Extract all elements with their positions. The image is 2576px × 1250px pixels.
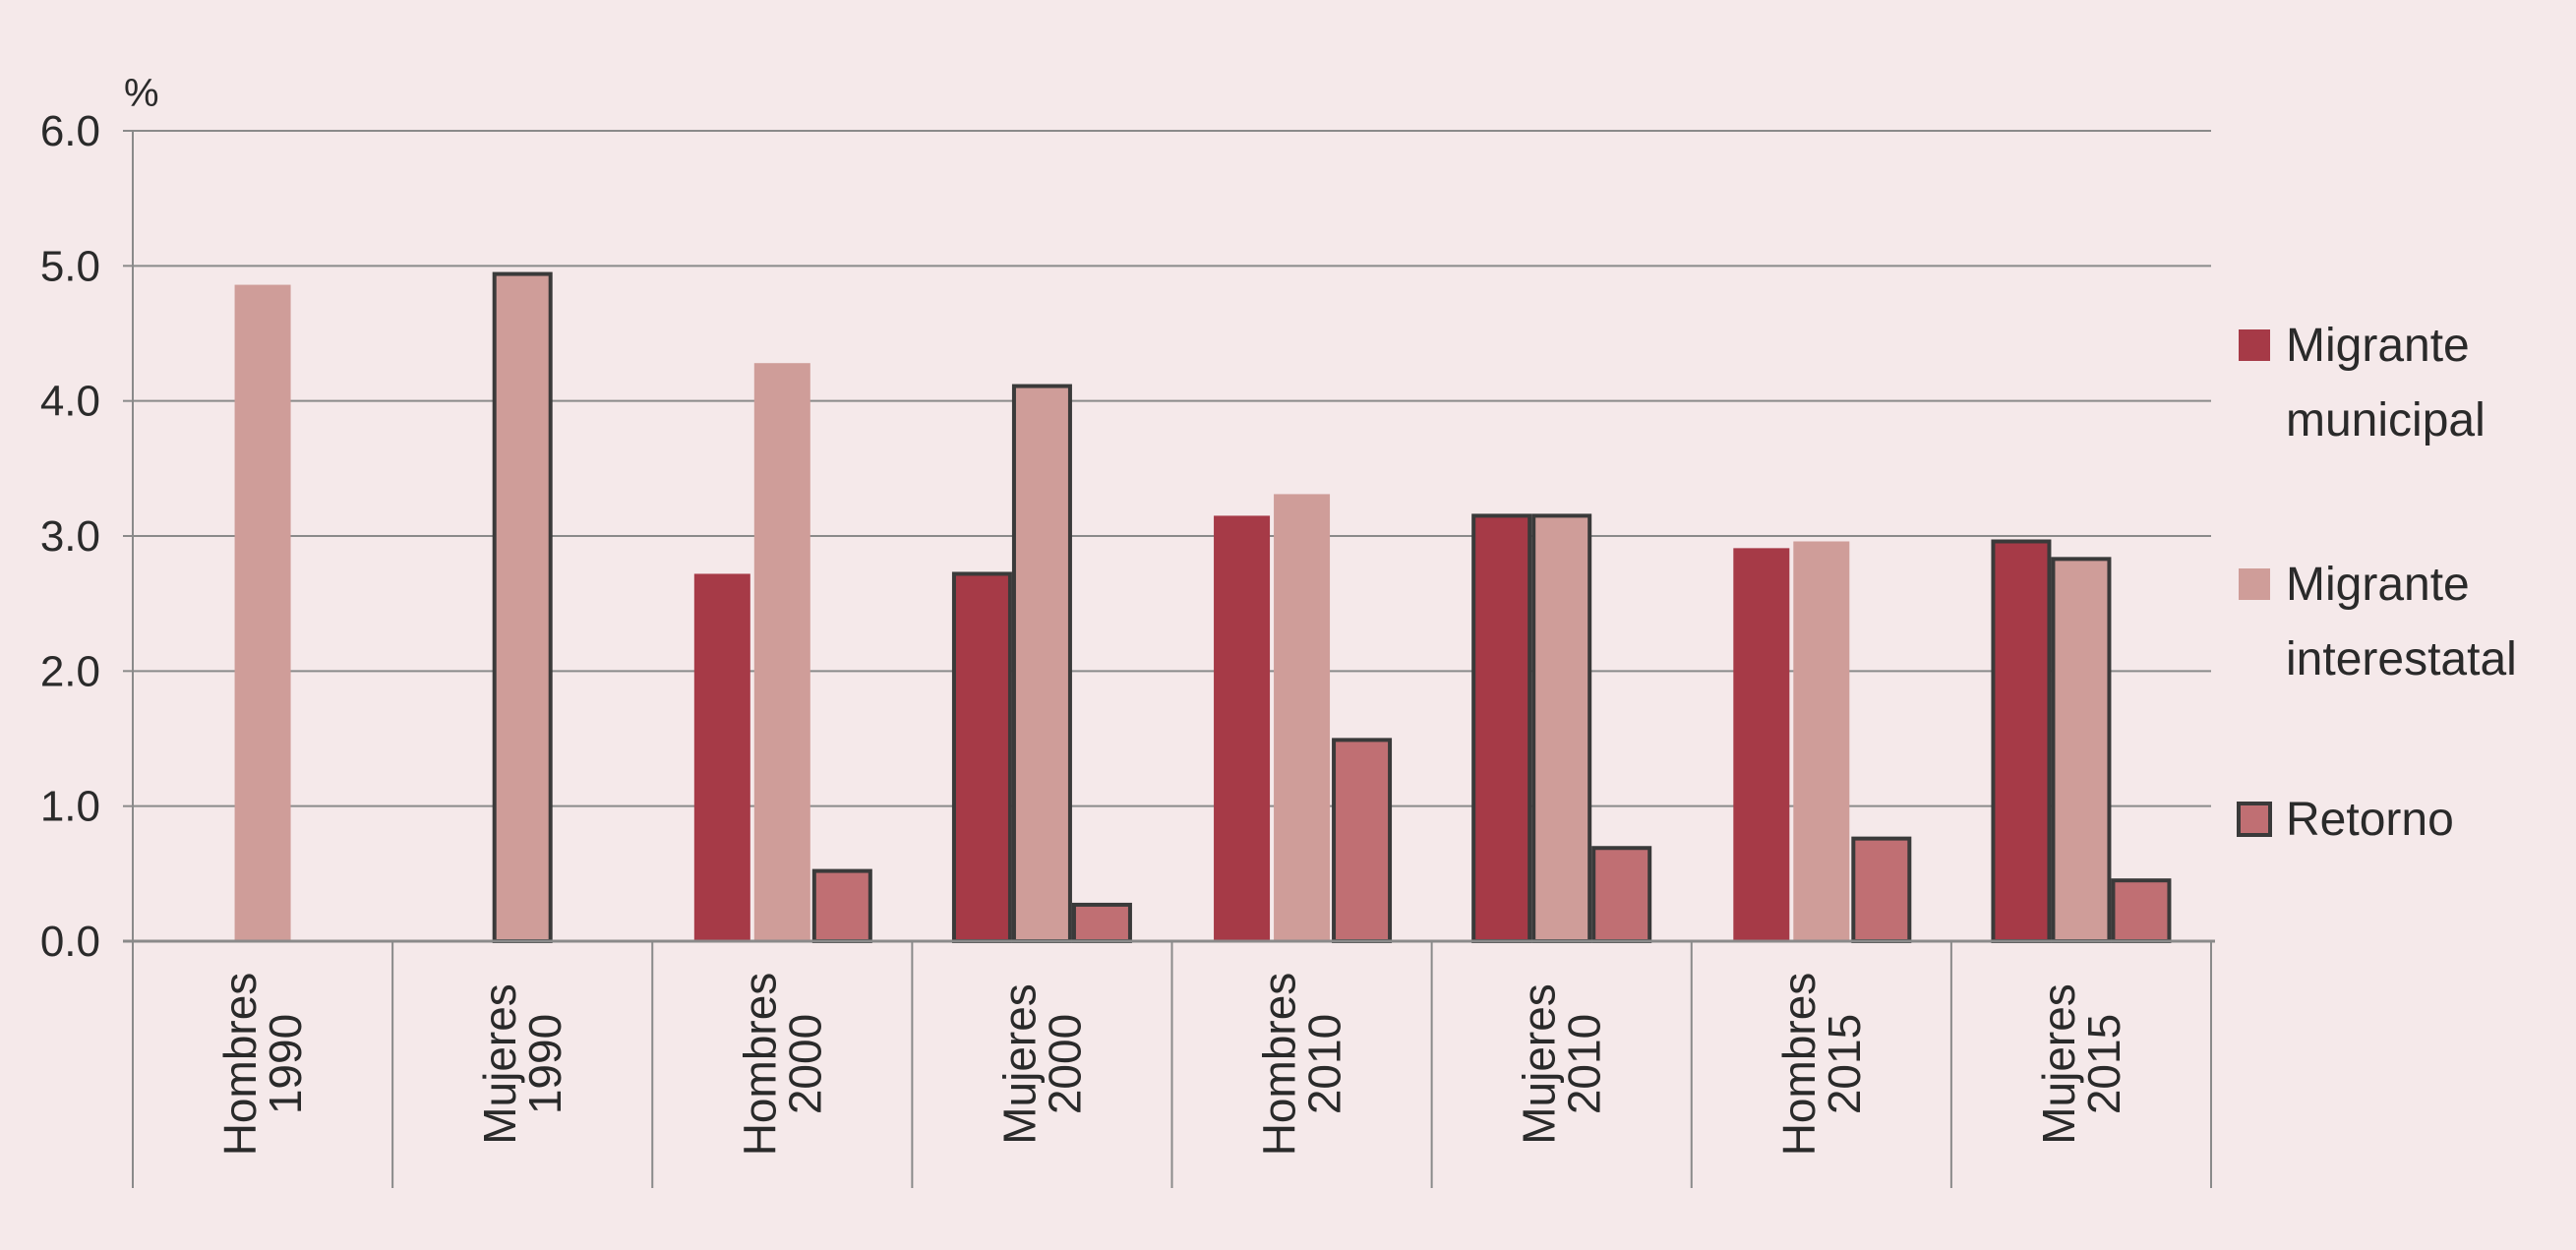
legend-label: Migrante [2286, 320, 2470, 372]
bar [1332, 738, 1393, 944]
bar [1071, 902, 1132, 943]
bar [1471, 513, 1532, 944]
category-label-line: 2010 [1559, 1014, 1610, 1114]
bar [492, 271, 553, 944]
grid-layer [133, 130, 2211, 807]
category-label-line: 2015 [2078, 1014, 2129, 1114]
legend: Migrante municipal Migrante interestatal Ret… [2237, 320, 2517, 846]
legend-label: interestatal [2286, 633, 2517, 685]
legend-swatch [2237, 802, 2272, 837]
bar [693, 573, 750, 941]
bar [951, 571, 1012, 943]
bar [1011, 384, 1072, 943]
bar [1214, 515, 1271, 941]
y-unit-label: % [124, 72, 159, 115]
category-label-line: Hombres [214, 973, 266, 1157]
legend-label: Migrante [2286, 559, 2470, 611]
bar [1793, 541, 1850, 941]
category-label-line: 2000 [779, 1014, 830, 1114]
legend-swatch [2239, 329, 2270, 361]
bar [2051, 557, 2112, 943]
y-tick-label: 6.0 [40, 107, 100, 155]
category-label-line: Hombres [1254, 973, 1305, 1157]
y-tick-label: 3.0 [40, 512, 100, 561]
category-label-line: 2010 [1299, 1014, 1350, 1114]
category-label-line: 2015 [1819, 1014, 1870, 1114]
bar [2111, 878, 2172, 944]
category-label-line: Hombres [1773, 973, 1825, 1157]
category-label-line: Mujeres [474, 983, 525, 1145]
bar [1274, 494, 1331, 941]
bar [1531, 513, 1592, 944]
category-label-line: 1990 [260, 1014, 311, 1114]
y-tick-label: 4.0 [40, 378, 100, 426]
bar [753, 363, 810, 941]
category-label-line: 2000 [1039, 1014, 1090, 1114]
y-tick-label: 5.0 [40, 242, 100, 290]
bar [1591, 846, 1652, 943]
bar [1733, 548, 1790, 941]
category-label-line: 1990 [519, 1014, 570, 1114]
y-tick-label: 2.0 [40, 647, 100, 695]
bar [1851, 836, 1912, 943]
category-label-line: Mujeres [2033, 983, 2084, 1145]
legend-label: municipal [2286, 394, 2486, 446]
bar [1991, 539, 2052, 943]
y-tick-label: 0.0 [40, 918, 100, 966]
bar [811, 868, 872, 943]
y-tick-label: 1.0 [40, 783, 100, 831]
category-label-line: Hombres [734, 973, 785, 1157]
category-label-line: Mujeres [1514, 983, 1565, 1145]
bars-layer [234, 271, 2172, 944]
legend-swatch [2239, 568, 2270, 600]
legend-label: Retorno [2286, 794, 2454, 846]
bar [234, 284, 291, 941]
category-label-line: Mujeres [993, 983, 1045, 1145]
